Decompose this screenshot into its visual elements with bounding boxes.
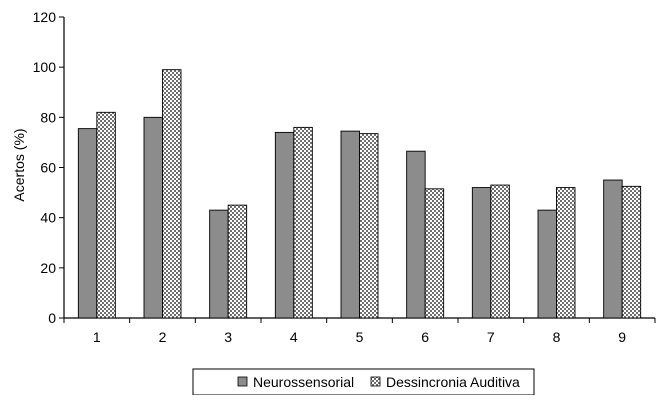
bar-series1-cat9 bbox=[603, 179, 623, 319]
bar-series1-cat5 bbox=[340, 130, 360, 319]
legend-label-series1: Neurossensorial bbox=[253, 374, 354, 390]
bar-series2-cat8 bbox=[556, 187, 576, 319]
bar-series1-cat7 bbox=[471, 187, 492, 319]
bar-series1-cat4 bbox=[274, 131, 295, 319]
bar-series1-cat1 bbox=[77, 128, 98, 319]
y-tick-label: 40 bbox=[40, 210, 56, 226]
bar-series2-cat5 bbox=[359, 133, 379, 319]
bar-series2-cat6 bbox=[424, 188, 445, 319]
plot-area: 0 20 40 60 80 100 120 1 2 3 4 5 6 7 8 9 bbox=[33, 9, 656, 345]
legend: Neurossensorial Dessincronia Auditiva bbox=[192, 368, 535, 396]
bar-series1-cat6 bbox=[406, 150, 426, 319]
x-tick-label: 2 bbox=[159, 329, 167, 345]
bar-series1-cat2 bbox=[143, 116, 163, 319]
legend-box bbox=[192, 368, 535, 396]
y-tick-label: 120 bbox=[33, 9, 57, 25]
bar-series1-cat3 bbox=[209, 209, 229, 319]
bar-series1-cat8 bbox=[537, 209, 557, 319]
legend-label-series2: Dessincronia Auditiva bbox=[386, 374, 520, 390]
x-tick-label: 5 bbox=[356, 329, 364, 345]
x-tick-label: 1 bbox=[93, 329, 101, 345]
bar-series2-cat3 bbox=[227, 204, 248, 319]
x-tick-label: 4 bbox=[290, 329, 298, 345]
y-tick-label: 20 bbox=[40, 260, 56, 276]
x-tick-label: 6 bbox=[421, 329, 429, 345]
legend-swatch-series1 bbox=[237, 376, 248, 387]
y-tick-label: 100 bbox=[33, 59, 57, 75]
x-tick-label: 3 bbox=[224, 329, 232, 345]
y-axis-label: Acertos (%) bbox=[11, 128, 27, 201]
bar-series2-cat7 bbox=[490, 184, 510, 319]
bar-series2-cat1 bbox=[96, 111, 116, 319]
legend-swatch-series2 bbox=[370, 376, 381, 387]
x-tick-label: 8 bbox=[553, 329, 561, 345]
bar-series2-cat4 bbox=[293, 126, 313, 319]
x-tick-label: 7 bbox=[487, 329, 495, 345]
bar-series2-cat9 bbox=[621, 185, 642, 319]
y-tick-label: 80 bbox=[40, 109, 56, 125]
x-tick-label: 9 bbox=[618, 329, 626, 345]
bar-series2-cat2 bbox=[162, 69, 182, 319]
y-tick-label: 0 bbox=[48, 310, 56, 326]
y-tick-label: 60 bbox=[40, 160, 56, 176]
